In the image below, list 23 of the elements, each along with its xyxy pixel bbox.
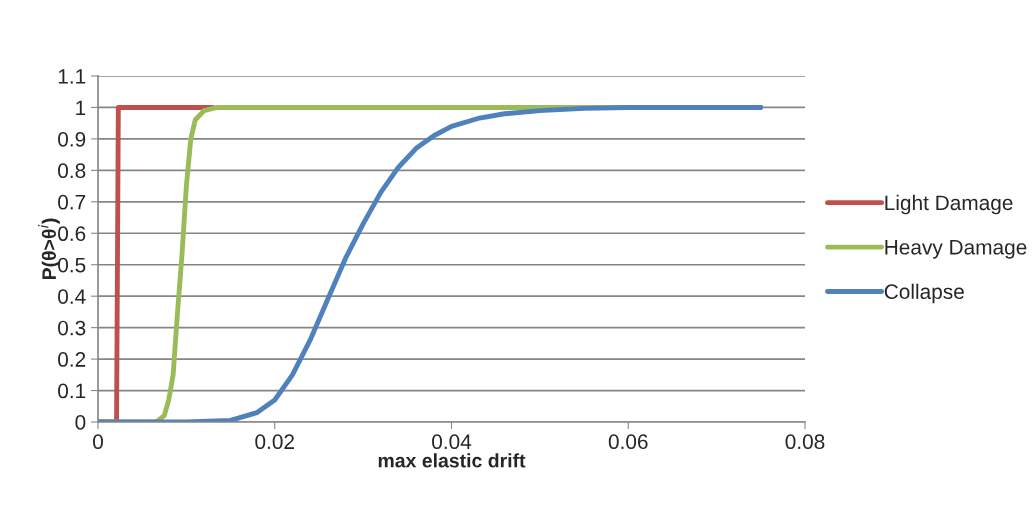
legend-label: Heavy Damage: [885, 240, 1027, 259]
legend-label: Light Damage: [885, 194, 1013, 215]
x-axis-title: max elastic drift: [378, 453, 526, 468]
y-tick-label: 0: [75, 415, 86, 430]
y-tick-label: 0.1: [58, 383, 86, 399]
x-tick-label: 0.04: [432, 434, 472, 450]
x-tick-label: 0.06: [608, 434, 648, 450]
x-tick-label: 0: [93, 434, 103, 450]
x-tick-label: 0.08: [785, 434, 825, 450]
y-axis-title: P(θ>θ$^{i}$): [38, 218, 60, 280]
y-tick-label: 0.5: [58, 257, 86, 273]
y-tick-label: 0.9: [58, 131, 86, 147]
y-tick-label: 0.6: [58, 226, 86, 242]
y-tick-label: 0.4: [58, 289, 86, 304]
y-tick-label: 0.2: [58, 352, 86, 367]
y-tick-label: 1.1: [58, 69, 86, 84]
y-tick-label: 0.7: [58, 194, 86, 210]
y-tick-label: 1: [76, 100, 86, 115]
legend-label: Collapse: [884, 283, 964, 304]
y-tick-label: 0.8: [58, 163, 86, 179]
line-series: [98, 105, 764, 422]
x-tick-label: 0.02: [255, 434, 294, 450]
y-tick-label: 0.3: [58, 320, 86, 336]
